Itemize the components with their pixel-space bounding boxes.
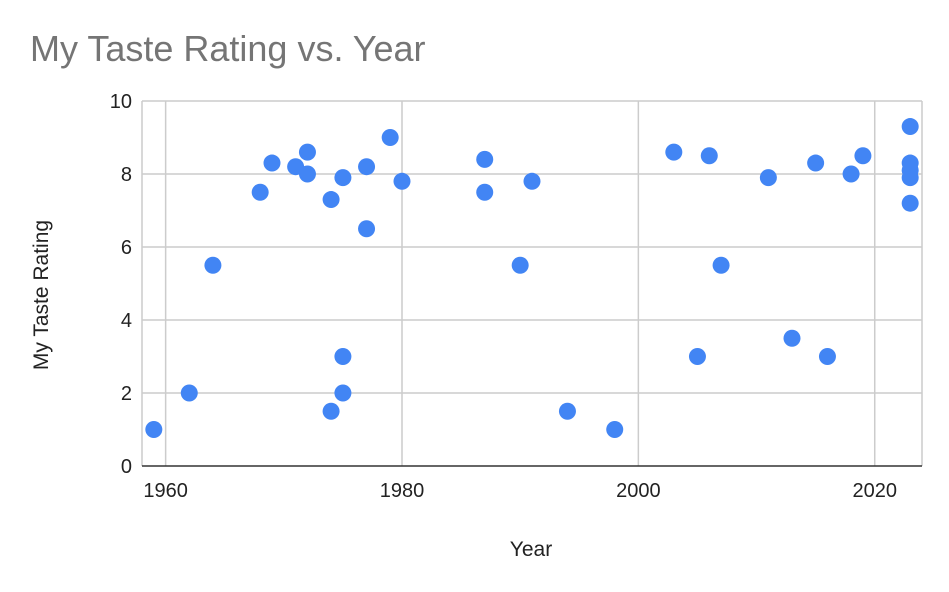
data-point (393, 172, 411, 190)
data-point (298, 143, 316, 161)
data-point (818, 348, 836, 365)
data-point (807, 154, 825, 172)
x-tick-label: 2000 (616, 480, 661, 502)
y-tick-label: 6 (121, 237, 132, 259)
data-point (358, 220, 376, 238)
data-point (688, 348, 706, 365)
grid-lines (141, 100, 923, 466)
data-point (606, 421, 624, 438)
x-axis-ticks: 1960 1980 2000 2020 (143, 480, 897, 502)
data-point (783, 329, 801, 347)
data-point (700, 147, 718, 165)
data-point (251, 183, 269, 201)
data-point (334, 384, 352, 402)
data-point (334, 348, 352, 365)
data-point (901, 118, 919, 136)
data-point (322, 191, 340, 209)
x-tick-label: 2020 (852, 480, 897, 502)
data-point (712, 256, 730, 274)
data-point (665, 143, 683, 161)
y-tick-label: 2 (121, 383, 132, 405)
y-axis-ticks: 0 2 4 6 8 10 (110, 91, 132, 478)
data-point (523, 172, 541, 190)
data-point (180, 384, 198, 402)
data-point (334, 169, 352, 187)
data-point (322, 402, 340, 420)
data-point (298, 165, 316, 183)
x-axis-label: Year (510, 538, 552, 561)
x-tick-label: 1980 (380, 480, 425, 502)
data-point (381, 129, 399, 146)
data-point (476, 150, 494, 168)
y-tick-label: 8 (121, 164, 132, 186)
data-point (204, 256, 222, 274)
data-point (854, 147, 872, 165)
data-point (901, 169, 919, 187)
data-point (358, 158, 376, 176)
y-tick-label: 10 (110, 91, 132, 113)
y-tick-label: 4 (121, 310, 132, 332)
x-tick-label: 1960 (143, 480, 188, 502)
data-point (145, 421, 163, 438)
data-point (263, 154, 281, 172)
data-point (901, 194, 919, 212)
data-point (511, 256, 529, 274)
y-tick-label: 0 (121, 456, 132, 478)
data-point (759, 169, 777, 187)
y-axis-label: My Taste Rating (30, 220, 53, 370)
data-points (145, 118, 919, 438)
chart-title: My Taste Rating vs. Year (30, 28, 426, 69)
data-point (558, 402, 576, 420)
data-point (476, 183, 494, 201)
data-point (842, 165, 860, 183)
